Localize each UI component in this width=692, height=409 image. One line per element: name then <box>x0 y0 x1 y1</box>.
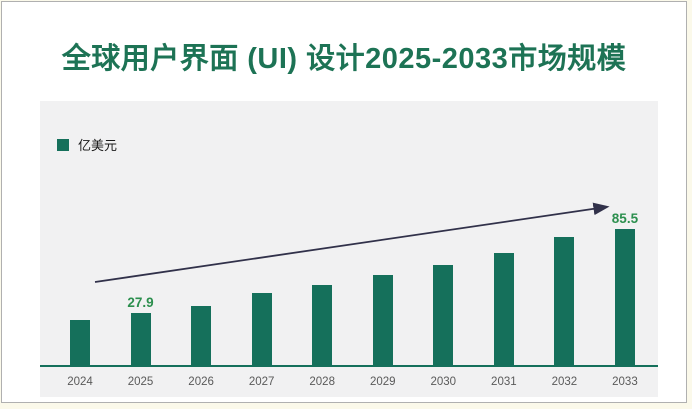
x-tick-label-2027: 2027 <box>248 376 275 388</box>
bar-2024 <box>70 320 90 366</box>
bar-2025 <box>130 313 151 366</box>
bar-2026 <box>191 306 212 366</box>
bar-2030 <box>433 265 454 366</box>
x-tick-label-2025: 2025 <box>127 376 154 388</box>
x-tick-label-2033: 2033 <box>612 376 638 388</box>
bar-2032 <box>554 237 575 366</box>
x-tick-label-2032: 2032 <box>551 376 578 388</box>
x-tick-label-2029: 2029 <box>369 376 396 388</box>
bar-2027 <box>251 293 272 366</box>
x-tick-label-2031: 2031 <box>491 376 517 388</box>
legend-swatch-icon <box>57 138 69 151</box>
bar-2033 <box>614 229 635 366</box>
bar-2031 <box>493 253 514 366</box>
value-label-2033: 85.5 <box>611 211 639 226</box>
x-tick-label-2026: 2026 <box>188 376 214 388</box>
report-page: 全球用户界面 (UI) 设计2025-2033市场规模 亿美元 2024 2025… <box>1 1 687 403</box>
bar-2029 <box>372 275 393 366</box>
x-tick-label-2024: 2024 <box>67 376 93 388</box>
legend-label: 亿美元 <box>78 138 118 153</box>
bar-chart-plot-area: 2024 2025 27.9 2026 2027 2028 2029 2030 2031 2032… <box>40 101 658 397</box>
chart-title: 全球用户界面 (UI) 设计2025-2033市场规模 <box>61 43 627 75</box>
x-tick-label-2030: 2030 <box>430 376 457 388</box>
value-label-2025: 27.9 <box>127 295 154 310</box>
chart-panel: 亿美元 2024 2025 27.9 2026 2027 2028 2029 2030 2031… <box>40 101 658 397</box>
x-axis-line <box>40 365 658 367</box>
x-tick-label-2028: 2028 <box>309 376 335 388</box>
chart-legend: 亿美元 <box>57 135 117 154</box>
bar-2028 <box>312 285 333 366</box>
